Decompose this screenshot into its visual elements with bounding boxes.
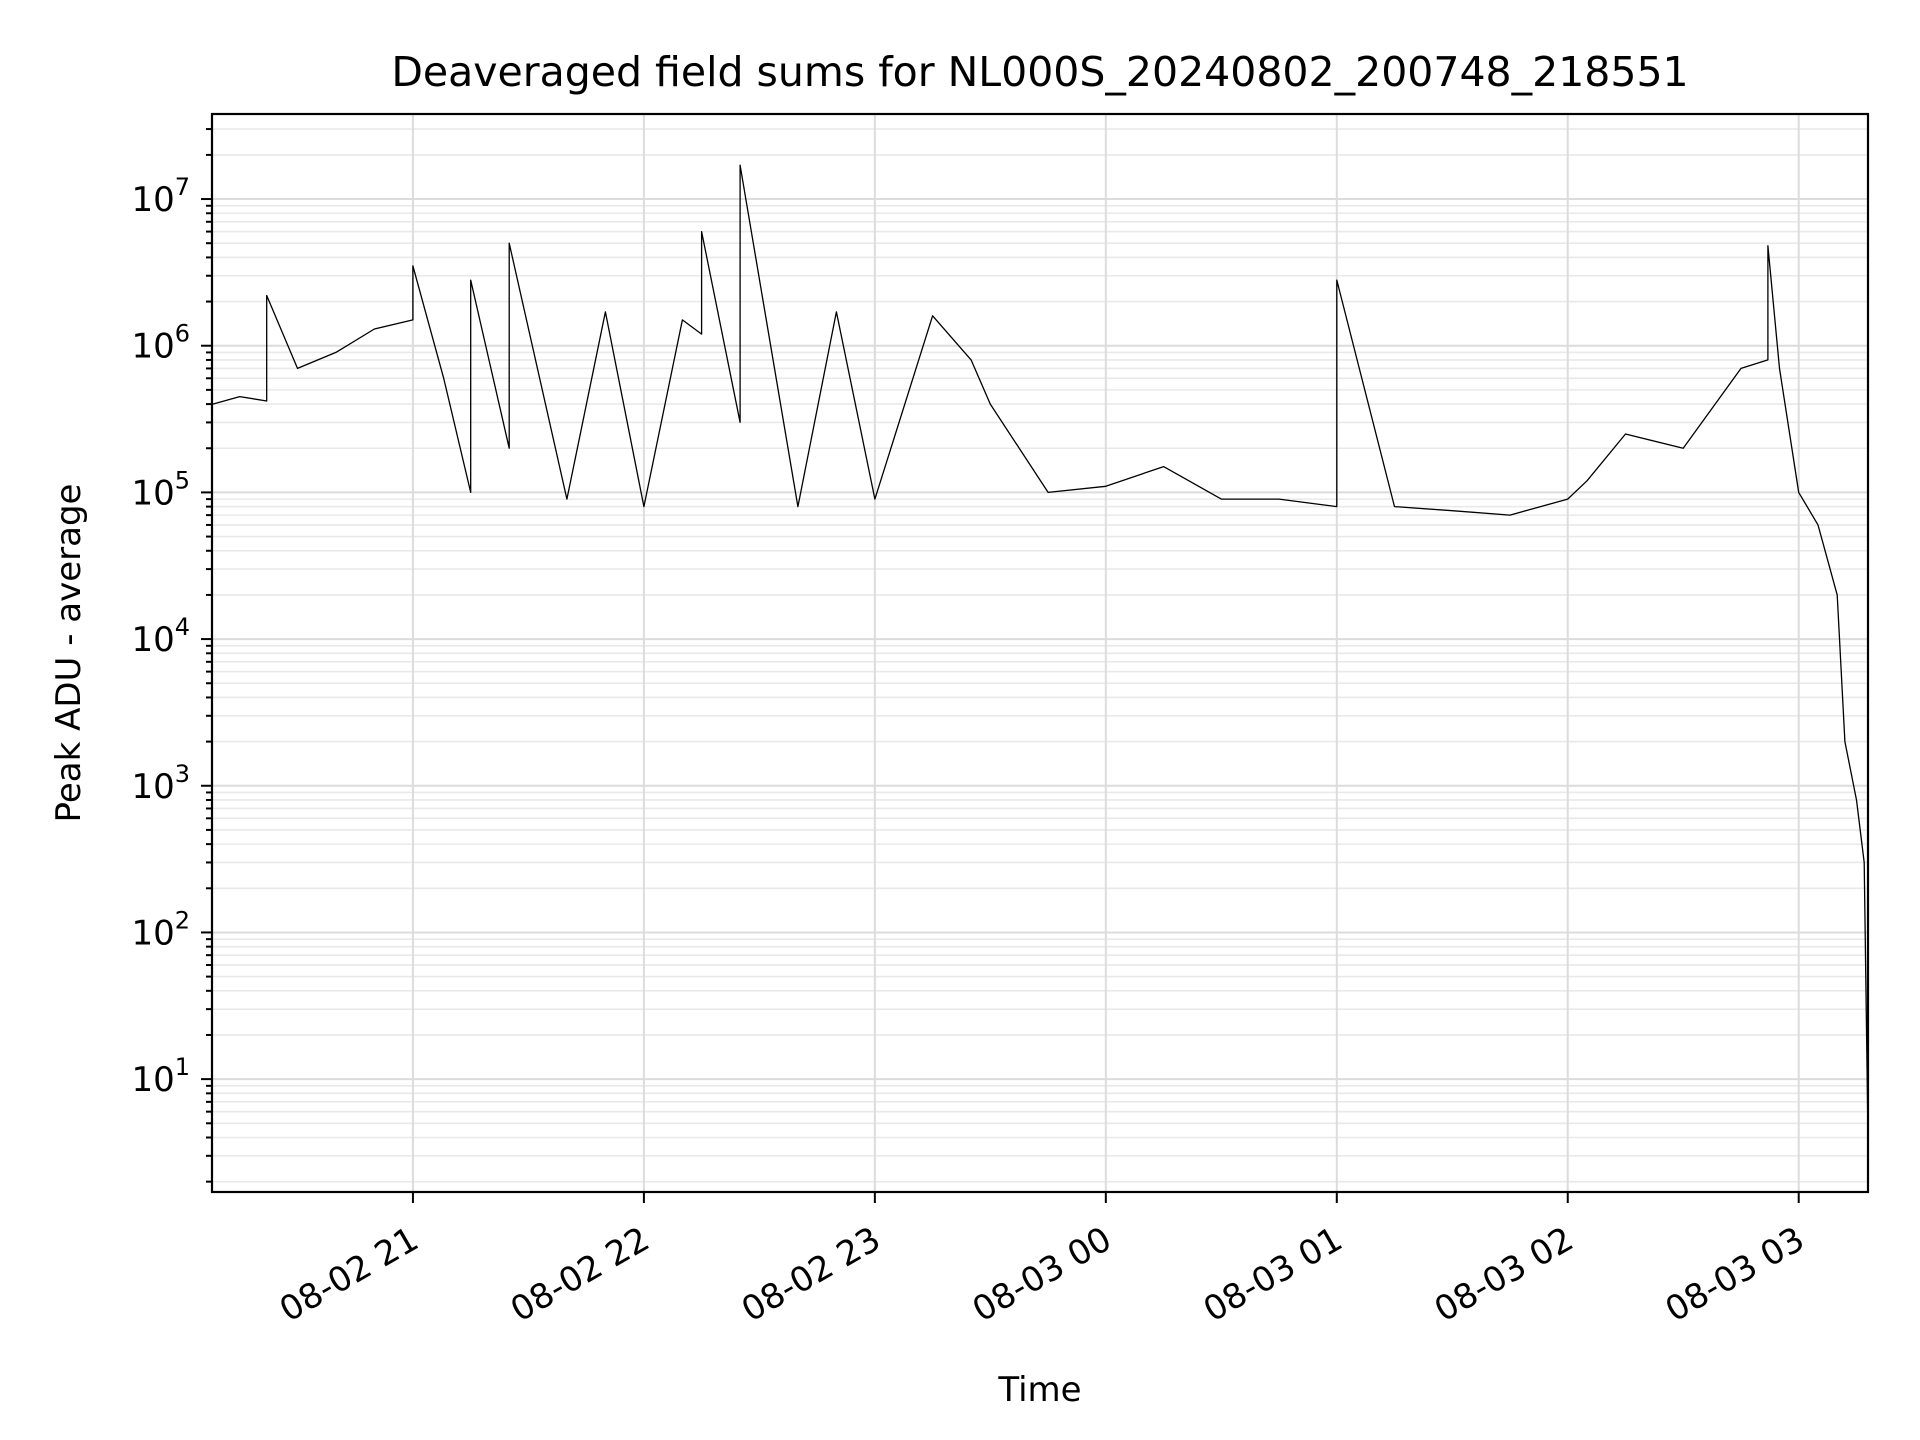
x-tick-label: 08-02 21: [273, 1219, 425, 1330]
series-layer: [212, 164, 1868, 1138]
x-tick-label: 08-03 00: [966, 1219, 1118, 1330]
series-line: [212, 164, 1868, 1138]
grid-lines: [212, 114, 1868, 1192]
y-tick-label: 102: [131, 906, 190, 953]
y-tick-label: 103: [131, 760, 190, 807]
x-tick-label: 08-03 03: [1659, 1219, 1811, 1330]
x-tick-label: 08-02 22: [504, 1219, 656, 1330]
x-tick-label: 08-03 02: [1428, 1219, 1580, 1330]
x-axis-ticks: 08-02 21 08-02 22 08-02 23 08-03 00 08-03 01…: [273, 1192, 1811, 1330]
y-tick-label: 105: [131, 466, 190, 513]
chart-title: Deaveraged field sums for NL000S_2024080…: [391, 48, 1688, 96]
y-axis-ticks: 101 102 103 104 105 106 107: [131, 128, 212, 1183]
x-tick-label: 08-03 01: [1197, 1219, 1349, 1330]
x-axis-label: Time: [997, 1370, 1081, 1410]
y-axis-label: Peak ADU - average: [49, 484, 89, 823]
y-tick-label: 107: [131, 173, 190, 220]
x-tick-label: 08-02 23: [735, 1219, 887, 1330]
y-tick-label: 104: [131, 613, 190, 660]
y-tick-label: 101: [131, 1053, 190, 1100]
y-tick-label: 106: [131, 320, 190, 367]
